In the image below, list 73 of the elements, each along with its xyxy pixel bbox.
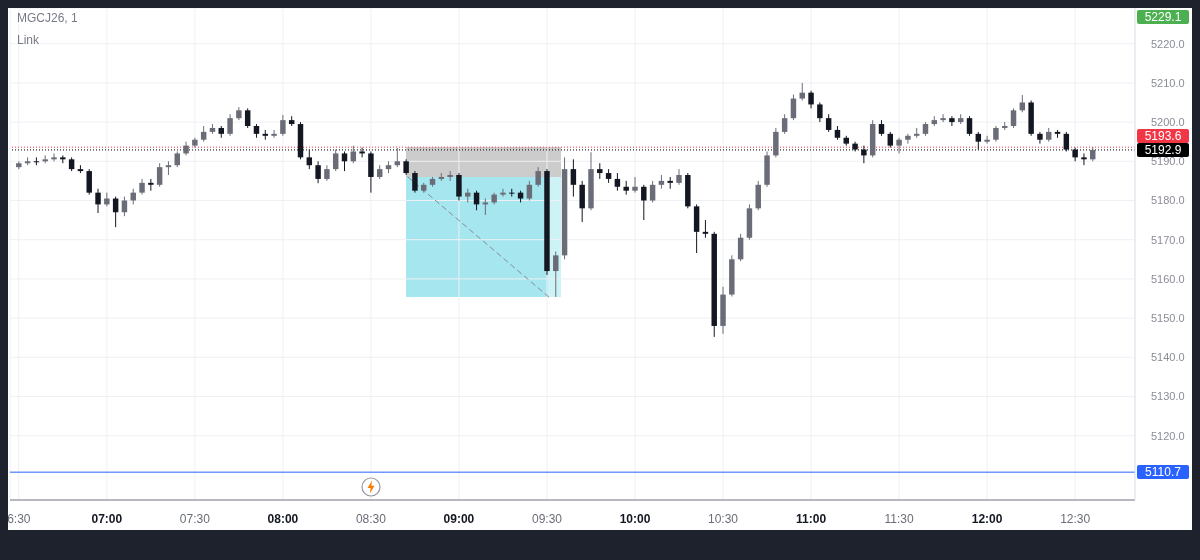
x-tick-label: 12:30	[1060, 511, 1091, 526]
y-tick-label: 5210.0	[1151, 76, 1185, 89]
x-tick-label: 11:00	[796, 511, 827, 526]
y-tick-label: 5170.0	[1151, 233, 1185, 246]
candlestick	[570, 158, 577, 198]
x-tick-label: 07:00	[91, 511, 123, 526]
candlestick	[676, 168, 682, 186]
candlestick	[905, 133, 911, 145]
candlestick	[535, 166, 541, 188]
y-tick-label: 5140.0	[1151, 351, 1185, 364]
candlestick	[121, 196, 128, 217]
x-tick-label: 09:00	[443, 511, 475, 526]
x-tick-label: 07:30	[179, 511, 211, 526]
y-tick-label: 5150.0	[1151, 312, 1185, 324]
candlestick	[315, 160, 321, 184]
candlestick	[949, 115, 955, 127]
x-tick-label: 10:00	[619, 511, 651, 526]
candlestick	[1010, 107, 1017, 129]
candlestick	[86, 168, 92, 196]
candlestick	[412, 170, 418, 194]
candlestick	[817, 101, 823, 123]
candlestick	[966, 115, 973, 137]
candlestick	[341, 150, 348, 172]
candlestick	[156, 162, 163, 188]
candlestick	[456, 172, 462, 201]
candlestick	[984, 135, 990, 145]
y-tick-label: 5130.0	[1151, 390, 1185, 403]
x-tick-label: 11:30	[884, 511, 914, 526]
candlestick	[579, 180, 585, 223]
candlestick	[306, 149, 313, 170]
candlestick	[526, 180, 533, 201]
candlestick	[632, 176, 638, 194]
x-tick-label: 09:30	[531, 511, 563, 526]
y-tick-label: 5180.0	[1151, 194, 1185, 207]
candlestick	[447, 170, 453, 182]
text: Link	[17, 33, 40, 47]
candlestick	[95, 188, 101, 214]
candlestick	[271, 129, 277, 139]
x-tick-label: 08:30	[355, 511, 387, 526]
x-tick-label: 10:30	[708, 511, 739, 526]
candlestick	[368, 150, 374, 194]
candlestick	[1081, 152, 1087, 166]
candlestick	[359, 147, 365, 158]
candlestick	[500, 188, 506, 198]
y-tick-label: 5220.0	[1151, 37, 1185, 50]
candlestick	[861, 145, 867, 164]
chart-title: MGCJ26, 1	[17, 11, 78, 25]
candlestick	[755, 180, 761, 211]
y-tick-label: 5120.0	[1151, 429, 1185, 442]
candlestick	[1037, 131, 1043, 145]
candlestick	[641, 184, 647, 221]
y-tick-label: 5200.0	[1151, 115, 1185, 128]
candlestick	[332, 149, 339, 172]
candlestick	[244, 107, 251, 129]
candlestick	[896, 137, 902, 154]
candlestick	[781, 113, 788, 135]
candlestick	[553, 250, 559, 298]
ref-line-label: 5110.7	[1137, 465, 1189, 480]
candlestick	[227, 113, 233, 137]
x-tick-label: 6:30	[7, 511, 31, 526]
candlestick	[280, 114, 286, 137]
candlestick	[940, 113, 946, 123]
y-tick-label: 5160.0	[1151, 272, 1185, 285]
candlestick	[51, 152, 57, 162]
ref-line-label: 5192.9	[1137, 142, 1189, 157]
text: 5229.1	[1137, 10, 1189, 24]
candlestick	[394, 147, 401, 168]
x-tick-label: 08:00	[267, 511, 299, 526]
candlestick	[773, 127, 779, 158]
ref-line-label: 5193.6	[1137, 128, 1189, 143]
x-tick-label: 12:00	[971, 511, 1003, 526]
candlestick	[1063, 131, 1070, 152]
y-tick-label: 5190.0	[1151, 155, 1185, 168]
